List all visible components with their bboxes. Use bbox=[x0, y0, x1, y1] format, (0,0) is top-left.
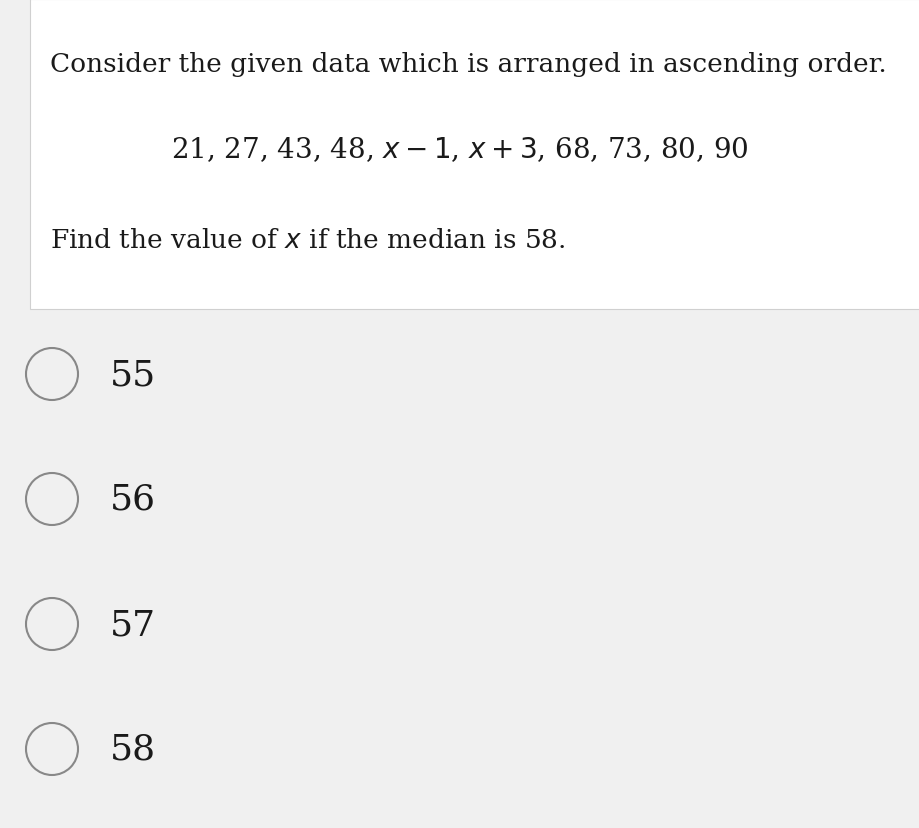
Text: 57: 57 bbox=[110, 607, 156, 641]
Text: 21, 27, 43, 48, $x-1$, $x+3$, 68, 73, 80, 90: 21, 27, 43, 48, $x-1$, $x+3$, 68, 73, 80… bbox=[171, 135, 748, 164]
Text: 56: 56 bbox=[110, 483, 156, 517]
FancyBboxPatch shape bbox=[30, 0, 919, 310]
Text: 58: 58 bbox=[110, 732, 156, 766]
Text: 55: 55 bbox=[110, 358, 156, 392]
Text: Consider the given data which is arranged in ascending order.: Consider the given data which is arrange… bbox=[50, 52, 886, 77]
Text: Find the value of $x$ if the median is 58.: Find the value of $x$ if the median is 5… bbox=[50, 228, 565, 253]
